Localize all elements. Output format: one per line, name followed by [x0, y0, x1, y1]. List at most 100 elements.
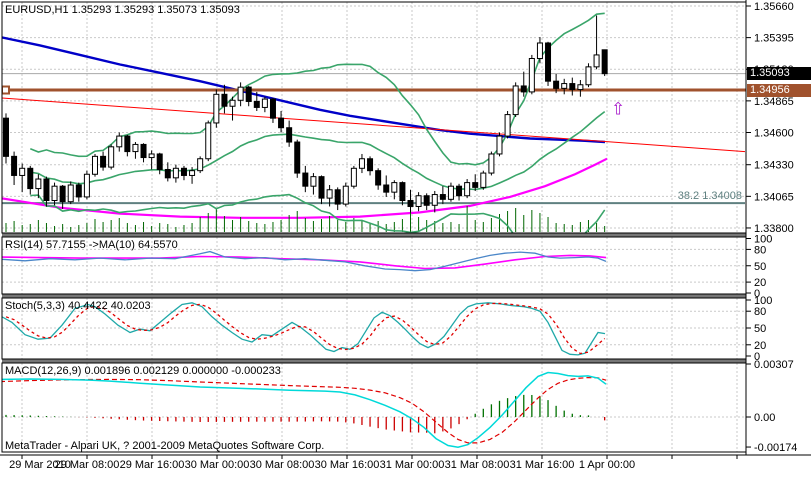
candle	[512, 85, 519, 116]
candle	[172, 167, 179, 179]
candle	[439, 194, 446, 200]
candle	[124, 135, 131, 153]
macd-line	[2, 371, 607, 448]
candle	[399, 182, 406, 202]
time-axis-label: 30 Mar 16:00	[314, 459, 380, 471]
candle	[456, 185, 463, 197]
candle	[415, 195, 422, 207]
candle	[326, 189, 333, 199]
axis-tick-label: 80	[754, 306, 766, 318]
axis-tick-label: 80	[754, 244, 766, 256]
candle	[496, 135, 503, 155]
candle	[528, 58, 535, 93]
stochastic-panel	[2, 302, 606, 356]
copyright-text: MetaTrader - Alpari UK, ? 2001-2009 Meta…	[5, 440, 325, 452]
macd-panel	[2, 371, 607, 448]
panel-frames	[0, 0, 811, 456]
candle	[164, 168, 171, 179]
time-axis-label: 1 Apr 00:00	[578, 459, 636, 471]
axis-tick-label: 0	[754, 288, 760, 300]
grid-lines	[2, 2, 746, 452]
rsi-ma-line	[2, 254, 607, 270]
chart-title: EURUSD,H1 1.35293 1.35293 1.35073 1.3509…	[5, 4, 240, 16]
candle	[318, 176, 325, 199]
candle	[302, 172, 309, 187]
candle	[553, 80, 560, 89]
candle	[342, 185, 349, 205]
bollinger-middle-line	[30, 110, 606, 191]
candle	[464, 182, 471, 197]
candle	[407, 200, 414, 207]
axis-tick-label: 0	[754, 351, 760, 363]
candle	[488, 153, 495, 174]
candle	[269, 98, 276, 119]
candle	[593, 54, 600, 68]
axis-tick-label: 1.34600	[754, 127, 794, 139]
candle	[367, 158, 374, 172]
candle	[253, 100, 260, 108]
candle	[213, 93, 220, 124]
candle	[536, 42, 543, 60]
candle	[601, 49, 608, 75]
rsi-panel	[2, 250, 607, 272]
candle	[180, 167, 187, 176]
axis-tick-label: 1.35395	[754, 33, 794, 45]
candle	[108, 146, 115, 168]
axis-tick-label: 100	[754, 234, 772, 246]
macd-indicator-label: MACD(12,26,9) 0.001896 0.002129 0.000000…	[5, 365, 281, 377]
candle	[11, 155, 18, 176]
axis-tick-label: 1.35660	[754, 1, 794, 13]
candle	[148, 153, 155, 159]
rsi-indicator-label: RSI(14) 57.7155 ->MA(10) 64.5570	[5, 239, 178, 251]
candle	[43, 178, 50, 202]
candle	[358, 158, 365, 169]
time-axis-label: 30 Mar 00:00	[184, 459, 250, 471]
candles-layer	[3, 15, 608, 213]
time-axis-label: 29 Mar 16:00	[119, 459, 185, 471]
candle	[261, 98, 268, 108]
stoch-k-line	[2, 302, 606, 356]
candle	[197, 158, 204, 172]
hline-handle	[2, 85, 10, 95]
candle	[91, 155, 98, 175]
candle	[51, 185, 58, 202]
candle	[350, 167, 357, 187]
rsi-line	[2, 250, 607, 272]
candle	[504, 114, 511, 137]
candle	[100, 155, 107, 168]
time-axis-label: 29 Mar 2010	[9, 459, 71, 471]
candle	[391, 182, 398, 193]
candle	[245, 86, 252, 102]
main-panel: ⇧ 38.2 1.34008	[2, 36, 746, 219]
time-axis-label: 30 Mar 08:00	[249, 459, 315, 471]
time-axis-label: 31 Mar 00:00	[379, 459, 445, 471]
candle	[75, 184, 82, 198]
axis-tick-label: 50	[754, 323, 766, 335]
candle	[83, 173, 90, 198]
stoch-d-line	[5, 302, 606, 355]
candle	[545, 42, 552, 82]
axis-tick-label: 0.00	[754, 412, 775, 424]
candle	[3, 117, 9, 157]
candle	[472, 182, 479, 188]
hline-price-badge: 1.34956	[747, 83, 811, 97]
candle	[67, 184, 74, 203]
candle	[585, 66, 592, 86]
time-axis-label: 31 Mar 08:00	[444, 459, 510, 471]
axis-tick-label: 0.00307	[754, 359, 794, 371]
candle	[577, 84, 584, 91]
axis-tick-label: 20	[754, 340, 766, 352]
axis-tick-label: 20	[754, 277, 766, 289]
buy-signal-arrow-icon[interactable]: ⇧	[611, 99, 625, 119]
candle	[189, 170, 196, 176]
candle	[294, 141, 301, 174]
candle	[310, 176, 317, 187]
candle	[431, 194, 438, 206]
candle	[140, 143, 147, 159]
candle	[569, 83, 576, 91]
main-panel-border	[1, 1, 747, 234]
bollinger-lower-line	[30, 193, 606, 233]
candle	[423, 195, 430, 206]
